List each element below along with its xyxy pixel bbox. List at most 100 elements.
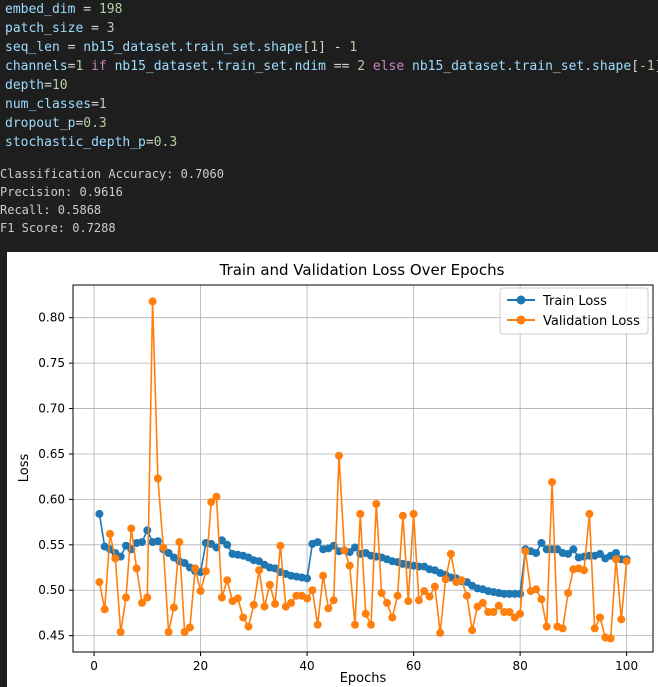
code-expression: nb15_dataset.train_set.ndim	[114, 59, 326, 74]
validation-loss-point	[468, 626, 477, 635]
train-loss-point	[569, 545, 578, 554]
validation-loss-point	[606, 634, 615, 643]
validation-loss-point	[516, 609, 525, 618]
validation-loss-point	[377, 589, 386, 597]
code-bracket: [	[631, 59, 640, 74]
x-tick-label: 60	[406, 659, 421, 673]
code-number: -1	[639, 59, 655, 74]
code-operator: =	[145, 135, 154, 150]
code-variable: patch_size	[5, 21, 84, 36]
validation-loss-point	[249, 600, 258, 609]
code-expression: nb15_dataset.train_set.shape	[83, 40, 303, 55]
validation-loss-point	[111, 554, 120, 563]
validation-loss-point	[580, 566, 588, 575]
code-operator: =	[67, 59, 76, 74]
validation-loss-point	[537, 595, 546, 604]
grid	[73, 285, 653, 652]
validation-loss-point	[276, 541, 285, 550]
validation-loss-point	[446, 549, 455, 558]
validation-loss-point	[159, 543, 168, 552]
validation-loss-point	[153, 474, 162, 483]
validation-loss-point	[505, 608, 514, 616]
validation-loss-point	[303, 594, 312, 603]
code-bracket: [	[302, 40, 311, 55]
code-number: 1	[349, 40, 358, 55]
train-loss-point	[223, 540, 232, 549]
code-variable: seq_len	[5, 40, 60, 55]
validation-loss-point	[436, 628, 445, 637]
validation-loss-point	[271, 599, 280, 608]
validation-loss-point	[612, 555, 620, 564]
validation-loss-point	[324, 604, 333, 613]
x-tick-label: 40	[299, 659, 314, 673]
validation-loss-point	[207, 498, 216, 507]
validation-loss-line	[98, 300, 628, 640]
validation-loss-point	[191, 564, 200, 573]
validation-loss-point	[494, 601, 503, 610]
code-number: 2	[357, 59, 366, 74]
validation-loss-point	[180, 628, 189, 636]
validation-loss-point	[319, 571, 328, 580]
validation-loss-point	[420, 587, 429, 596]
code-operator: -	[325, 40, 350, 55]
x-tick-label: 0	[90, 659, 98, 673]
validation-loss-point	[345, 561, 354, 570]
y-tick-label: 0.45	[38, 629, 65, 643]
validation-loss-point	[106, 529, 114, 538]
output-f1-line: F1 Score: 0.7288	[0, 221, 116, 235]
validation-loss-point	[361, 609, 370, 618]
validation-loss-point	[425, 592, 434, 601]
validation-loss-point	[383, 598, 391, 607]
code-variable: num_classes	[5, 97, 92, 112]
train-loss-point	[516, 589, 525, 598]
code-number: 1	[75, 59, 84, 74]
output-accuracy-line: Classification Accuracy: 0.7060	[0, 167, 224, 181]
validation-loss-point	[244, 622, 253, 631]
code-line-channels: channels=1 if nb15_dataset.train_set.ndi…	[5, 57, 658, 76]
code-variable: channels	[5, 59, 68, 74]
validation-loss-point	[564, 589, 573, 597]
validation-loss-point	[116, 628, 125, 636]
chart-title: Train and Validation Loss Over Epochs	[219, 261, 505, 279]
validation-loss-point	[313, 620, 322, 629]
validation-loss-point	[398, 511, 407, 520]
x-tick-label: 100	[615, 659, 638, 673]
code-line-num-classes: num_classes=1	[5, 95, 107, 114]
code-number: 1	[98, 97, 107, 112]
train-loss-point	[95, 509, 104, 518]
cell-output: Classification Accuracy: 0.7060 Precisio…	[0, 160, 658, 687]
validation-loss-point	[95, 578, 104, 587]
validation-loss-point	[478, 598, 487, 607]
code-number: 10	[51, 78, 68, 93]
code-cell[interactable]: embed_dim = 198 patch_size = 3 seq_len =…	[0, 0, 658, 160]
legend-train-label: Train Loss	[542, 294, 607, 309]
y-tick-label: 0.75	[38, 356, 65, 370]
validation-loss-point	[585, 509, 594, 518]
code-operator: =	[59, 40, 84, 55]
validation-loss-point	[335, 451, 343, 460]
validation-loss-point	[143, 593, 152, 602]
code-bracket: ]	[655, 59, 658, 74]
plot-area-frame	[72, 284, 654, 653]
validation-loss-point	[622, 557, 631, 566]
output-precision-line: Precision: 0.9616	[0, 185, 123, 199]
validation-loss-point	[233, 594, 242, 603]
code-variable: stochastic_depth_p	[5, 135, 146, 150]
validation-loss-point	[148, 297, 157, 306]
validation-loss-point	[590, 624, 599, 633]
train-loss-point	[143, 526, 152, 535]
y-tick-label: 0.80	[38, 311, 65, 325]
code-line-stochastic-depth-p: stochastic_depth_p=0.3	[5, 133, 177, 152]
code-operator: =	[91, 97, 99, 112]
validation-loss-point	[217, 593, 226, 602]
code-line-patch-size: patch_size = 3	[5, 19, 115, 38]
output-recall-line: Recall: 0.5868	[0, 203, 102, 217]
y-tick-label: 0.50	[38, 583, 65, 597]
validation-loss-point	[265, 580, 274, 589]
code-bracket: ]	[318, 40, 326, 55]
train-loss-point	[303, 574, 312, 583]
x-axis-label: Epochs	[340, 671, 387, 686]
validation-loss-point	[169, 603, 178, 612]
train-loss-point	[164, 549, 173, 557]
validation-loss-point	[367, 620, 375, 629]
